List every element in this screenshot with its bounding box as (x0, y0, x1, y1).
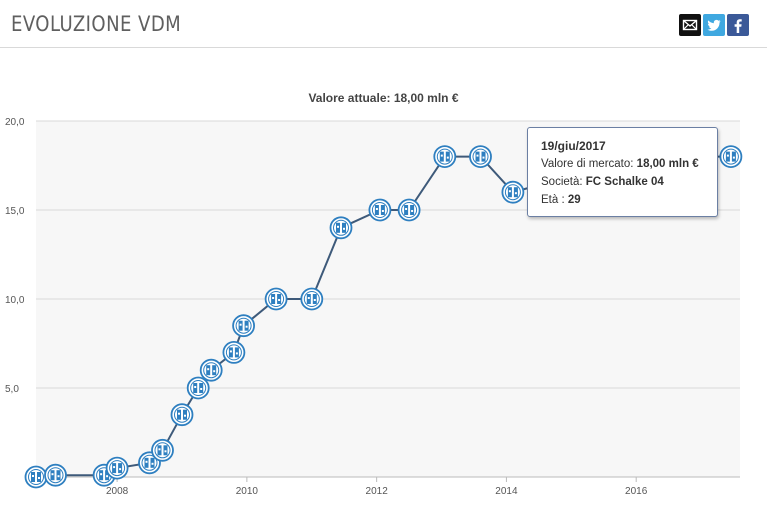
tooltip-date: 19/giu/2017 (541, 139, 606, 153)
data-point[interactable] (397, 198, 421, 222)
y-tick-label: 10,0 (5, 295, 25, 306)
tooltip-age: 29 (567, 194, 581, 206)
header: EVOLUZIONE VDM (0, 0, 767, 48)
x-tick-label: 2010 (236, 486, 259, 497)
data-point[interactable] (24, 465, 48, 489)
share-twitter-button[interactable] (703, 14, 725, 36)
tooltip-club: FC Schalke 04 (585, 176, 664, 188)
data-point[interactable] (105, 456, 129, 480)
data-point[interactable] (264, 287, 288, 311)
data-point[interactable] (199, 358, 223, 382)
data-point[interactable] (300, 287, 324, 311)
data-point[interactable] (368, 198, 392, 222)
tooltip-market-value-label: Valore di mercato: (541, 158, 634, 170)
chart-canvas: 5,0 10,0 15,0 20,0 2008 2010 2012 2014 2016 (5, 117, 743, 497)
twitter-icon (707, 19, 721, 31)
chart-tooltip: 19/giu/2017 Valore di mercato: 18,00 mln… (527, 127, 718, 217)
data-point[interactable] (44, 463, 67, 487)
chart-subtitle: Valore attuale: 18,00 mln € (308, 91, 459, 105)
y-tick-label: 20,0 (5, 117, 25, 128)
share-mail-button[interactable] (679, 14, 701, 36)
x-tick-label: 2008 (106, 486, 129, 497)
y-tick-label: 15,0 (5, 206, 25, 217)
tooltip-club-row: Società: FC Schalke 04 (541, 173, 717, 191)
y-tick-label: 5,0 (5, 384, 19, 395)
x-tick-label: 2016 (625, 486, 648, 497)
tooltip-age-row: Età : 29 (541, 191, 717, 209)
data-point[interactable] (433, 145, 457, 168)
facebook-icon (734, 19, 742, 33)
share-facebook-button[interactable] (727, 14, 749, 36)
tooltip-age-label: Età : (541, 194, 565, 206)
tooltip-market-value: 18,00 mln € (636, 158, 699, 170)
data-point[interactable] (170, 403, 194, 427)
page-title: EVOLUZIONE VDM (11, 12, 182, 36)
data-point[interactable] (232, 314, 256, 338)
x-tick-label: 2012 (366, 486, 389, 497)
x-tick-label: 2014 (495, 486, 518, 497)
data-point[interactable] (501, 180, 525, 204)
tooltip-club-label: Società: (541, 176, 583, 188)
market-value-chart: 5,0 10,0 15,0 20,0 2008 2010 2012 2014 2016 Valo… (0, 48, 767, 512)
data-point[interactable] (719, 145, 743, 168)
data-point[interactable] (186, 376, 210, 400)
data-point[interactable] (222, 340, 246, 364)
data-point[interactable] (469, 145, 492, 168)
data-point[interactable] (151, 438, 174, 462)
mail-icon (682, 19, 698, 31)
tooltip-market-value-row: Valore di mercato: 18,00 mln € (541, 155, 717, 173)
data-point[interactable] (329, 216, 353, 240)
